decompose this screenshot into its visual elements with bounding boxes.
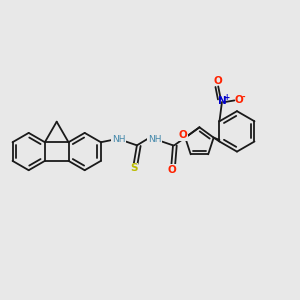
Text: NH: NH <box>148 135 162 144</box>
Text: S: S <box>130 164 138 173</box>
Text: NH: NH <box>112 135 126 144</box>
Text: N: N <box>218 96 226 106</box>
Text: O: O <box>234 95 243 105</box>
Text: O: O <box>178 130 187 140</box>
Text: O: O <box>214 76 223 86</box>
Text: O: O <box>167 165 176 175</box>
Text: -: - <box>241 93 245 102</box>
Text: +: + <box>223 93 230 102</box>
